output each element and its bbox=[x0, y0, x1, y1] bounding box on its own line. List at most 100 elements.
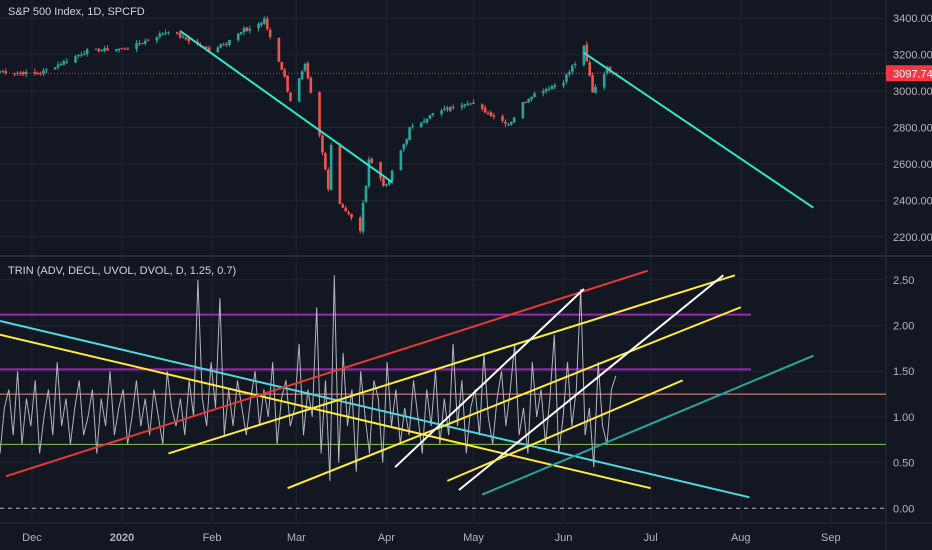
candle-body bbox=[588, 62, 591, 76]
candle-body bbox=[387, 180, 391, 185]
trin-axis-tick: 2.00 bbox=[893, 321, 914, 333]
candle-body bbox=[123, 48, 127, 50]
candle-body bbox=[469, 103, 472, 105]
candle-body bbox=[573, 63, 577, 66]
candle-body bbox=[431, 113, 435, 116]
main-chart-title: S&P 500 Index, 1D, SPCFD bbox=[8, 6, 145, 18]
candle-body bbox=[280, 62, 284, 70]
candle-body bbox=[42, 70, 45, 74]
time-axis-tick: 2020 bbox=[110, 532, 134, 544]
candle-body bbox=[97, 48, 101, 52]
trin-trendline bbox=[458, 274, 724, 491]
candle-body bbox=[504, 121, 507, 124]
candle-body bbox=[350, 213, 353, 218]
trin-trendline bbox=[0, 319, 750, 499]
candle-body bbox=[167, 32, 170, 34]
candle-body bbox=[146, 39, 150, 41]
candle-body bbox=[306, 63, 310, 79]
price-axis-tick: 2400.00 bbox=[893, 195, 932, 207]
trin-axis-tick: 1.50 bbox=[893, 366, 914, 378]
candle-body bbox=[466, 103, 469, 105]
candle-body bbox=[544, 89, 548, 92]
price-trendline bbox=[179, 30, 393, 183]
time-axis-tick: Sep bbox=[821, 532, 841, 544]
time-axis-tick: Feb bbox=[203, 532, 222, 544]
candle-body bbox=[161, 33, 164, 35]
price-axis-tick: 3400.00 bbox=[893, 13, 932, 25]
candle-body bbox=[106, 48, 109, 51]
candle-body bbox=[492, 115, 496, 117]
candle-body bbox=[524, 102, 528, 104]
candle-body bbox=[219, 44, 223, 48]
candle-body bbox=[257, 23, 260, 29]
candle-body bbox=[94, 48, 98, 50]
candle-body bbox=[521, 102, 525, 119]
candle-body bbox=[80, 54, 83, 56]
candle-body bbox=[286, 75, 289, 92]
candle-body bbox=[100, 50, 103, 52]
candle-body bbox=[216, 47, 220, 53]
candle-body bbox=[204, 46, 208, 49]
candle-body bbox=[550, 86, 554, 90]
candle-body bbox=[451, 106, 455, 109]
candle-body bbox=[385, 184, 388, 186]
candle-body bbox=[463, 104, 467, 107]
candle-body bbox=[268, 29, 272, 37]
candle-body bbox=[408, 127, 411, 141]
candle-body bbox=[158, 33, 162, 37]
candle-body bbox=[370, 158, 374, 163]
candle-body bbox=[1, 71, 5, 73]
candle-body bbox=[379, 162, 382, 179]
trin-trendline bbox=[481, 354, 814, 496]
price-trendline bbox=[583, 51, 814, 209]
candle-body bbox=[59, 64, 63, 66]
candle-body bbox=[222, 44, 225, 46]
candle-body bbox=[77, 54, 80, 56]
candle-body bbox=[143, 40, 147, 44]
candle-body bbox=[141, 42, 144, 44]
candle-body bbox=[300, 71, 304, 80]
candle-body bbox=[236, 33, 240, 41]
candle-body bbox=[411, 126, 414, 128]
candle-body bbox=[4, 71, 8, 74]
candle-body bbox=[138, 43, 141, 45]
candle-body bbox=[422, 121, 426, 123]
trin-series-line bbox=[0, 275, 617, 481]
candle-body bbox=[509, 121, 513, 125]
candle-body bbox=[65, 61, 69, 63]
candle-body bbox=[602, 74, 606, 88]
candle-body bbox=[263, 18, 266, 24]
candle-body bbox=[245, 27, 249, 32]
candle-body bbox=[56, 64, 60, 68]
candle-body bbox=[553, 85, 557, 88]
candle-body bbox=[480, 104, 484, 109]
candle-body bbox=[36, 72, 40, 75]
trin-axis-tick: 2.50 bbox=[893, 275, 914, 287]
candle-body bbox=[120, 47, 124, 49]
candle-body bbox=[184, 37, 188, 40]
candle-body bbox=[443, 108, 446, 110]
candle-body bbox=[605, 67, 609, 74]
candle-body bbox=[321, 135, 324, 153]
candle-body bbox=[103, 48, 106, 52]
candle-body bbox=[117, 48, 121, 51]
candle-body bbox=[126, 48, 130, 50]
candle-body bbox=[570, 65, 574, 72]
last-price-label: 3097.74 bbox=[893, 68, 932, 80]
trin-trendline bbox=[287, 306, 742, 490]
candle-body bbox=[303, 63, 307, 71]
candle-body bbox=[541, 91, 545, 94]
candle-body bbox=[74, 56, 77, 63]
price-axis-tick: 3000.00 bbox=[893, 86, 932, 98]
candle-body bbox=[178, 32, 182, 38]
candle-body bbox=[45, 69, 48, 71]
candle-body bbox=[82, 53, 86, 55]
candle-body bbox=[527, 98, 530, 103]
candle-body bbox=[367, 159, 371, 187]
candle-body bbox=[248, 28, 252, 31]
candle-body bbox=[13, 73, 16, 75]
candle-body bbox=[283, 69, 286, 77]
candle-body bbox=[277, 37, 281, 62]
candle-body bbox=[440, 110, 443, 115]
